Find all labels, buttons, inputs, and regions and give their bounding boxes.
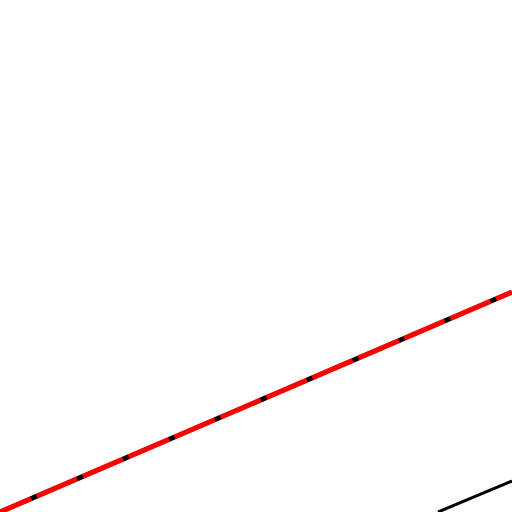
solid-line bbox=[437, 479, 512, 512]
dashed-line-overlay bbox=[0, 289, 512, 512]
